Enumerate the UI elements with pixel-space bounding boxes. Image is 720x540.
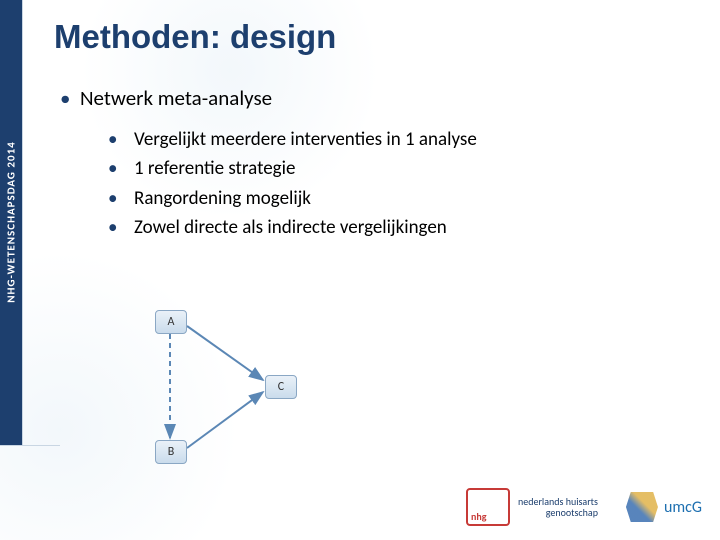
bullet-icon: • bbox=[108, 213, 134, 242]
edge-a-c bbox=[187, 326, 263, 380]
sidebar-divider-h bbox=[0, 445, 60, 446]
sidebar-label: NHG-WETENSCHAPSDAG 2014 bbox=[5, 141, 18, 302]
list-item: •Vergelijkt meerdere interventies in 1 a… bbox=[108, 125, 477, 154]
bullet-icon: • bbox=[108, 184, 134, 213]
list-item: •Rangordening mogelijk bbox=[108, 184, 477, 213]
edge-b-c bbox=[187, 392, 263, 448]
footer-logos: nederlands huisarts genootschap umcG bbox=[466, 488, 702, 526]
node-label: B bbox=[168, 445, 175, 459]
node-a: A bbox=[155, 310, 187, 334]
umcg-mark-icon bbox=[626, 492, 658, 522]
list-item-text: Zowel directe als indirecte vergelijking… bbox=[134, 213, 447, 242]
list-item-text: 1 referentie strategie bbox=[134, 154, 295, 183]
list-item-text: Rangordening mogelijk bbox=[134, 184, 311, 213]
bullet-icon: • bbox=[108, 125, 134, 154]
list-item-text: Vergelijkt meerdere interventies in 1 an… bbox=[134, 125, 477, 154]
main-bullet: • Netwerk meta-analyse bbox=[60, 85, 272, 111]
sub-bullet-list: •Vergelijkt meerdere interventies in 1 a… bbox=[108, 125, 477, 243]
umcg-text: umcG bbox=[664, 498, 702, 517]
node-b: B bbox=[155, 440, 187, 464]
umcg-logo: umcG bbox=[626, 492, 702, 522]
nhg-logo: nederlands huisarts genootschap bbox=[466, 488, 598, 526]
list-item: •1 referentie strategie bbox=[108, 154, 477, 183]
main-bullet-text: Netwerk meta-analyse bbox=[80, 85, 272, 111]
bullet-icon: • bbox=[60, 85, 70, 111]
slide-title: Methoden: design bbox=[54, 18, 336, 56]
network-diagram: A C B bbox=[135, 310, 335, 470]
bullet-icon: • bbox=[108, 154, 134, 183]
list-item: •Zowel directe als indirecte vergelijkin… bbox=[108, 213, 477, 242]
node-c: C bbox=[265, 375, 297, 399]
nhg-line2: genootschap bbox=[518, 507, 598, 518]
nhg-text: nederlands huisarts genootschap bbox=[518, 496, 598, 518]
sidebar-divider bbox=[22, 0, 23, 445]
nhg-mark-icon bbox=[466, 488, 510, 526]
node-label: A bbox=[168, 315, 175, 329]
sidebar-strip: NHG-WETENSCHAPSDAG 2014 bbox=[0, 0, 22, 445]
node-label: C bbox=[278, 380, 284, 394]
